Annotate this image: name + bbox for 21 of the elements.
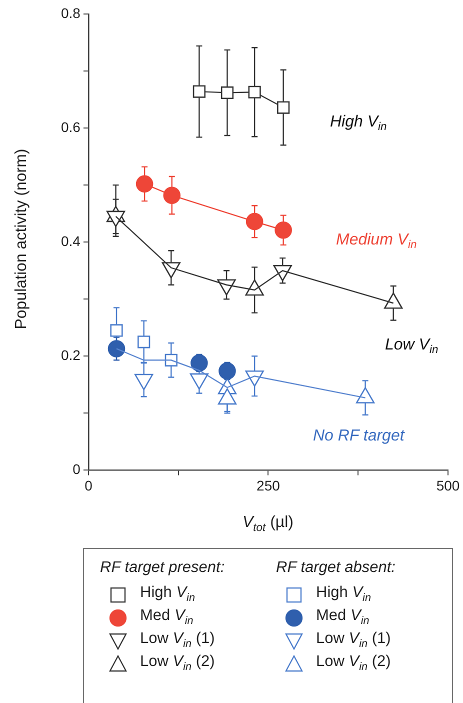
y-tick-label: 0.8 (60, 4, 81, 21)
y-tick-label: 0.2 (60, 347, 81, 364)
x-tick-label: 500 (436, 477, 460, 494)
x-tick-label: 250 (256, 477, 280, 494)
legend-label: High V$_{in}$ (316, 584, 371, 605)
x-axis-title: V$_{tot}$ (µl) (242, 514, 294, 534)
y-tick-label: 0.4 (60, 232, 81, 249)
legend-label: Low V$_{in}$ (1) (140, 630, 215, 651)
x-tick-label: 0 (84, 477, 93, 494)
legend-label: Med V$_{in}$ (140, 607, 194, 628)
y-tick-label: 0.6 (60, 118, 81, 135)
legend-label: Low V$_{in}$ (1) (316, 630, 391, 651)
legend-label: Low V$_{in}$ (2) (140, 653, 215, 674)
legend-label: Low V$_{in}$ (2) (316, 653, 391, 674)
annotation: No RF target (313, 427, 405, 444)
text: RF target present: (100, 559, 225, 576)
y-tick-label: 0 (72, 461, 81, 478)
legend-label: Med V$_{in}$ (316, 607, 370, 628)
text: RF target absent: (276, 559, 396, 576)
y-axis-title: Population activity (norm) (13, 148, 31, 332)
legend-label: High V$_{in}$ (140, 584, 195, 605)
